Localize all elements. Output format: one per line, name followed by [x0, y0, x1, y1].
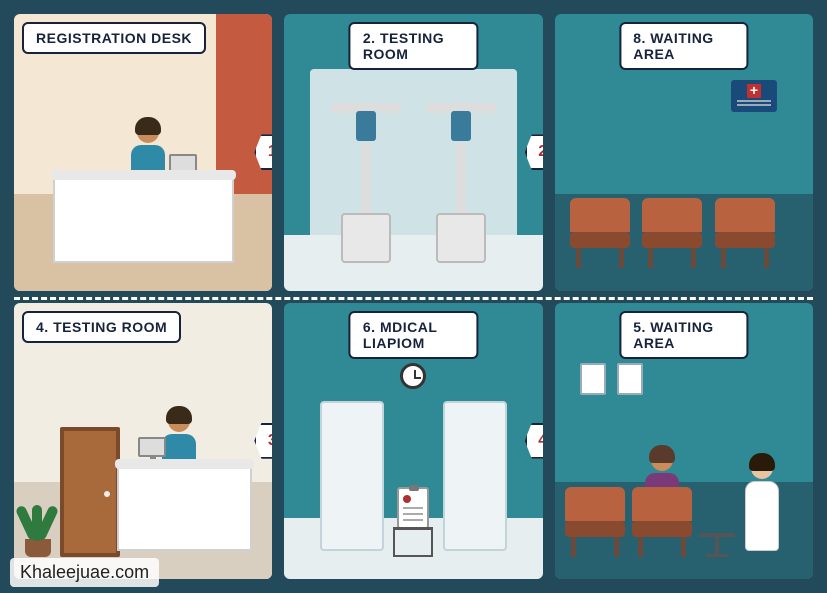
- infographic-grid: REGISTRATION DESK 1 2. TESTING ROOM 2 8.…: [0, 0, 827, 593]
- clipboard-icon: [397, 487, 429, 529]
- scene: [14, 303, 272, 580]
- certificate-icon: [580, 363, 606, 395]
- step-number: 4: [538, 432, 542, 450]
- step-number: 2: [538, 143, 542, 161]
- step-number: 1: [268, 143, 272, 161]
- panel-label: REGISTRATION DESK: [22, 22, 206, 54]
- watermark: Khaleejuae.com: [10, 558, 159, 587]
- row-divider: [14, 297, 813, 300]
- panel-testing-room-bottom: 4. TESTING ROOM 3: [14, 303, 272, 580]
- clock-icon: [400, 363, 426, 389]
- panel-waiting-area-bottom: 5. WAITING AREA: [555, 303, 813, 580]
- panel-medical-lab: 6. MDICAL LIAPIOM 4: [284, 303, 542, 580]
- step-number: 3: [268, 432, 272, 450]
- panel-label: 4. TESTING ROOM: [22, 311, 181, 343]
- panel-label: 8. WAITING AREA: [619, 22, 748, 70]
- side-table-icon: [699, 533, 735, 557]
- panel-label: 6. MDICAL LIAPIOM: [349, 311, 478, 359]
- panel-testing-room-top: 2. TESTING ROOM 2: [284, 14, 542, 291]
- certificate-icon: [617, 363, 643, 395]
- panel-label: 5. WAITING AREA: [619, 311, 748, 359]
- door-icon: [60, 427, 120, 557]
- doctor-icon: [742, 457, 782, 551]
- panel-label: 2. TESTING ROOM: [349, 22, 478, 70]
- panel-registration-desk: REGISTRATION DESK 1: [14, 14, 272, 291]
- medical-sign-icon: [731, 80, 777, 112]
- panel-waiting-area-top: 8. WAITING AREA: [555, 14, 813, 291]
- plant-icon: [18, 539, 58, 557]
- scene: [14, 14, 272, 291]
